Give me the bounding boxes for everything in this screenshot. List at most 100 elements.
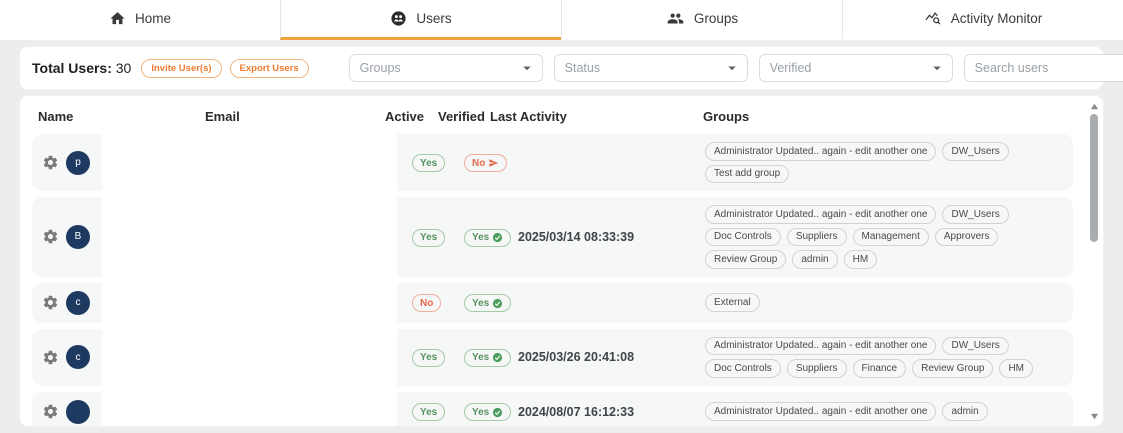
tab-label: Users bbox=[416, 11, 452, 26]
group-tag: HM bbox=[999, 359, 1034, 378]
chevron-down-icon bbox=[518, 59, 536, 77]
active-badge: Yes bbox=[412, 403, 446, 422]
group-tag: Suppliers bbox=[786, 227, 847, 246]
export-users-button[interactable]: Export Users bbox=[229, 58, 309, 78]
avatar[interactable]: p bbox=[66, 150, 90, 175]
name-email-redacted bbox=[102, 390, 397, 426]
check-circle-icon bbox=[492, 298, 503, 309]
groups-cell: Administrator Updated.. again - edit ano… bbox=[705, 140, 1065, 185]
last-activity: 2025/03/26 20:41:08 bbox=[518, 350, 635, 364]
tab-users[interactable]: Users bbox=[280, 0, 561, 40]
gear-icon[interactable] bbox=[42, 228, 66, 245]
users-circle-icon bbox=[390, 10, 407, 27]
column-header-active: Active bbox=[385, 108, 425, 124]
group-tag: Test add group bbox=[705, 164, 790, 183]
filters: Groups Status Verified bbox=[348, 54, 1123, 82]
search-users-input[interactable] bbox=[963, 54, 1123, 82]
verified-badge: Yes bbox=[464, 294, 512, 313]
avatar[interactable]: c bbox=[66, 345, 90, 369]
group-tag: Administrator Updated.. again - edit ano… bbox=[705, 142, 937, 161]
verified-badge: Yes bbox=[464, 348, 512, 367]
chevron-down-icon bbox=[723, 59, 741, 77]
group-tag: DW_Users bbox=[942, 336, 1009, 355]
tab-activity-monitor[interactable]: Activity Monitor bbox=[842, 0, 1123, 40]
groups-filter-placeholder: Groups bbox=[359, 61, 401, 75]
tab-bar: Home Users Groups Activity Monito bbox=[0, 0, 1123, 40]
verified-cell: Yes bbox=[464, 402, 518, 422]
group-tag: Suppliers bbox=[786, 359, 847, 378]
tab-home[interactable]: Home bbox=[0, 0, 280, 40]
active-badge: Yes bbox=[412, 228, 446, 247]
status-filter-dropdown[interactable]: Status bbox=[553, 54, 748, 82]
last-activity: 2025/03/14 08:33:39 bbox=[518, 229, 635, 244]
group-tag: Approvers bbox=[934, 227, 999, 246]
group-tag: Administrator Updated.. again - edit ano… bbox=[705, 336, 937, 355]
verified-cell: Yes bbox=[464, 227, 518, 247]
group-tag: Administrator Updated.. again - edit ano… bbox=[705, 402, 937, 421]
last-activity: 2024/08/07 16:12:33 bbox=[518, 404, 635, 419]
groups-filter-dropdown[interactable]: Groups bbox=[348, 54, 543, 82]
avatar-cell: B bbox=[66, 224, 102, 249]
active-badge: Yes bbox=[412, 348, 446, 367]
groups-cell: Administrator Updated.. again - edit ano… bbox=[705, 335, 1065, 380]
group-tag: Administrator Updated.. again - edit ano… bbox=[705, 205, 937, 224]
status-filter-placeholder: Status bbox=[564, 61, 601, 75]
group-tag: Review Group bbox=[912, 359, 994, 378]
tab-groups[interactable]: Groups bbox=[561, 0, 842, 40]
verified-cell: No bbox=[464, 153, 518, 173]
groups-cell: External bbox=[705, 291, 1065, 314]
groups-cell: Administrator Updated.. again - edit ano… bbox=[705, 203, 1065, 271]
home-icon bbox=[109, 10, 126, 27]
gear-icon[interactable] bbox=[42, 154, 66, 171]
verified-cell: Yes bbox=[464, 347, 518, 367]
gear-icon[interactable] bbox=[42, 403, 66, 420]
down-arrow-icon[interactable] bbox=[1088, 410, 1100, 422]
gear-icon[interactable] bbox=[42, 349, 66, 366]
vertical-scrollbar[interactable] bbox=[1088, 100, 1100, 422]
active-cell: Yes bbox=[412, 347, 464, 367]
group-tag: DW_Users bbox=[942, 205, 1009, 224]
verified-filter-dropdown[interactable]: Verified bbox=[758, 54, 953, 82]
table-header: Name Email Active Verified Last Activity… bbox=[28, 102, 1103, 130]
verified-badge: Yes bbox=[464, 228, 512, 247]
total-users-label: Total Users: bbox=[32, 60, 112, 76]
active-cell: Yes bbox=[412, 153, 464, 173]
group-tag: admin bbox=[792, 250, 838, 269]
table-row: p Yes No Administrator Updated.. again - ed… bbox=[32, 133, 1073, 192]
activity-chart-icon bbox=[924, 10, 942, 27]
user-rows: p Yes No Administrator Updated.. again - ed… bbox=[32, 133, 1073, 426]
groups-cell: Administrator Updated.. again - edit ano… bbox=[705, 400, 1065, 423]
verified-filter-placeholder: Verified bbox=[769, 61, 812, 75]
active-cell: Yes bbox=[412, 227, 464, 247]
up-arrow-icon[interactable] bbox=[1088, 100, 1100, 112]
avatar-cell bbox=[66, 399, 102, 424]
gear-icon[interactable] bbox=[42, 294, 66, 311]
active-cell: No bbox=[412, 293, 464, 313]
column-header-last-activity: Last Activity bbox=[490, 108, 567, 124]
users-toolbar: Total Users: 30 Invite User(s) Export Us… bbox=[20, 47, 1123, 89]
send-icon[interactable] bbox=[488, 158, 499, 168]
total-users-count: 30 bbox=[115, 60, 132, 76]
check-circle-icon bbox=[492, 352, 503, 363]
avatar-cell: p bbox=[66, 150, 102, 175]
active-badge: No bbox=[412, 294, 442, 313]
group-tag: Doc Controls bbox=[705, 359, 781, 378]
avatar[interactable]: B bbox=[66, 224, 90, 249]
tab-label: Home bbox=[134, 11, 171, 26]
group-tag: Finance bbox=[852, 359, 907, 378]
check-circle-icon bbox=[492, 232, 503, 243]
tab-label: Groups bbox=[693, 11, 739, 26]
table-row: B Yes Yes 2025/03/14 08:33:39 Administrator … bbox=[32, 196, 1073, 278]
chevron-down-icon bbox=[928, 59, 946, 77]
table-row: Yes Yes 2024/08/07 16:12:33 Administrator U… bbox=[32, 390, 1073, 426]
invite-users-button[interactable]: Invite User(s) bbox=[141, 58, 222, 78]
active-cell: Yes bbox=[412, 402, 464, 422]
table-row: c No Yes External bbox=[32, 281, 1073, 324]
avatar[interactable]: c bbox=[66, 290, 90, 315]
table-row: c Yes Yes 2025/03/26 20:41:08 Administrator … bbox=[32, 327, 1073, 387]
scrollbar-thumb[interactable] bbox=[1090, 114, 1098, 242]
avatar[interactable] bbox=[66, 399, 90, 424]
group-tag: admin bbox=[942, 402, 988, 421]
group-tag: HM bbox=[843, 250, 878, 269]
group-tag: External bbox=[705, 293, 760, 312]
